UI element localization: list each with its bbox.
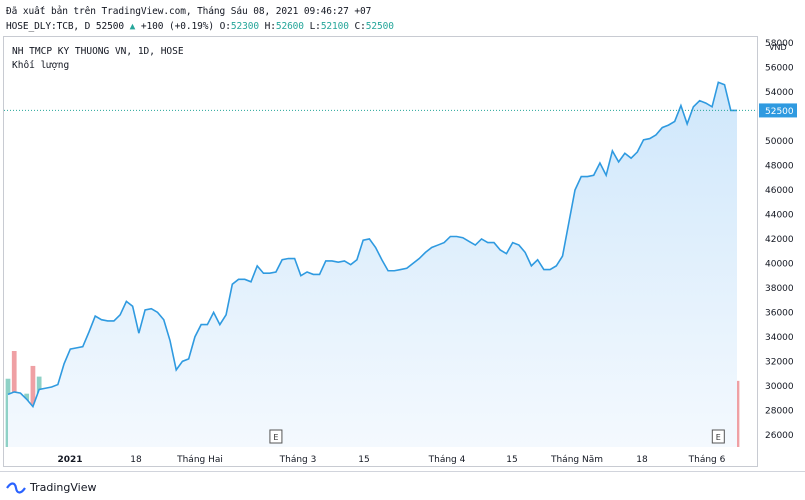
ohlc-low-label: L:: [309, 21, 321, 32]
symbol-label: HOSE_DLY:TCB, D: [6, 21, 91, 32]
y-axis-tick-label: 30000: [765, 382, 794, 392]
x-axis-tick-label: 15: [506, 455, 517, 465]
y-axis-tick-label: 54000: [765, 88, 794, 98]
y-axis-tick-label: 28000: [765, 406, 794, 416]
time-axis: 2021 18 Tháng Hai Tháng 3 15 Tháng 4 15 Tháng N…: [57, 455, 725, 465]
earnings-marker-label: E: [716, 433, 721, 442]
ohlc-high-label: H:: [264, 21, 276, 32]
earnings-marker[interactable]: [269, 429, 283, 444]
tradingview-logo-icon: [6, 481, 26, 494]
y-axis-tick-label: 34000: [765, 333, 794, 343]
y-axis-tick-label: 40000: [765, 259, 794, 269]
last-price-badge-label: 52500: [765, 107, 794, 117]
ohlc-open-label: O:: [219, 21, 231, 32]
last-price-badge: [759, 103, 797, 118]
x-axis-tick-label: Tháng 3: [279, 455, 317, 465]
x-axis-tick-label: 2021: [57, 455, 82, 465]
last-price-text: 52500: [95, 21, 125, 32]
ohlc-low-value: 52100: [320, 21, 349, 32]
x-axis-tick-label: Tháng Năm: [550, 455, 603, 465]
up-arrow-icon: ▲: [129, 21, 136, 32]
x-axis-tick-label: Tháng 4: [428, 455, 466, 465]
price-line: [7, 81, 737, 409]
y-axis-tick-label: 26000: [765, 431, 794, 441]
symbol-ohlc-line: HOSE_DLY:TCB, D 52500 ▲ +100 (+0.19%) O:…: [6, 21, 394, 32]
x-axis-tick-label: 15: [358, 455, 369, 465]
price-area-fill: [8, 82, 737, 447]
x-axis-tick-label: 18: [636, 455, 648, 465]
tradingview-brand: TradingView: [30, 481, 97, 494]
y-axis-tick-label: 42000: [765, 235, 794, 245]
export-info: Đã xuất bản trên TradingView.com, Tháng …: [6, 6, 372, 17]
earnings-marker-label: E: [273, 433, 278, 442]
y-axis-tick-label: 48000: [765, 162, 794, 172]
volume-legend-label: Khối lượng: [12, 60, 69, 71]
y-axis-tick-label: 32000: [765, 357, 794, 367]
ohlc-close-label: C:: [354, 21, 366, 32]
y-axis-tick-label: 58000: [765, 39, 794, 49]
chart-panel[interactable]: [3, 36, 758, 467]
ohlc-high-value: 52600: [275, 21, 304, 32]
y-axis-tick-label: 50000: [765, 137, 794, 147]
chart-legend-title: NH TMCP KY THUONG VN, 1D, HOSE: [12, 46, 184, 57]
earnings-marker[interactable]: [711, 429, 725, 444]
y-axis-tick-label: 36000: [765, 308, 794, 318]
x-axis-tick-label: Tháng 6: [688, 455, 726, 465]
price-axis: 26000 28000 30000 32000 34000 36000 38000 40000…: [759, 39, 797, 441]
x-axis-tick-label: Tháng Hai: [176, 455, 223, 465]
ohlc-close-value: 52500: [365, 21, 394, 32]
y-axis-tick-label: 38000: [765, 284, 794, 294]
y-axis-tick-label: 46000: [765, 186, 794, 196]
tradingview-logo[interactable]: TradingView: [6, 481, 96, 494]
change-text: +100 (+0.19%): [140, 21, 214, 32]
y-axis-tick-label: 44000: [765, 210, 794, 220]
ohlc-open-value: 52300: [230, 21, 259, 32]
currency-unit-label: VND: [769, 43, 787, 52]
footer: TradingView: [0, 471, 805, 500]
x-axis-tick-label: 18: [130, 455, 142, 465]
price-chart[interactable]: 26000 28000 30000 32000 34000 36000 38000 40000…: [0, 0, 805, 470]
y-axis-tick-label: 56000: [765, 64, 794, 74]
